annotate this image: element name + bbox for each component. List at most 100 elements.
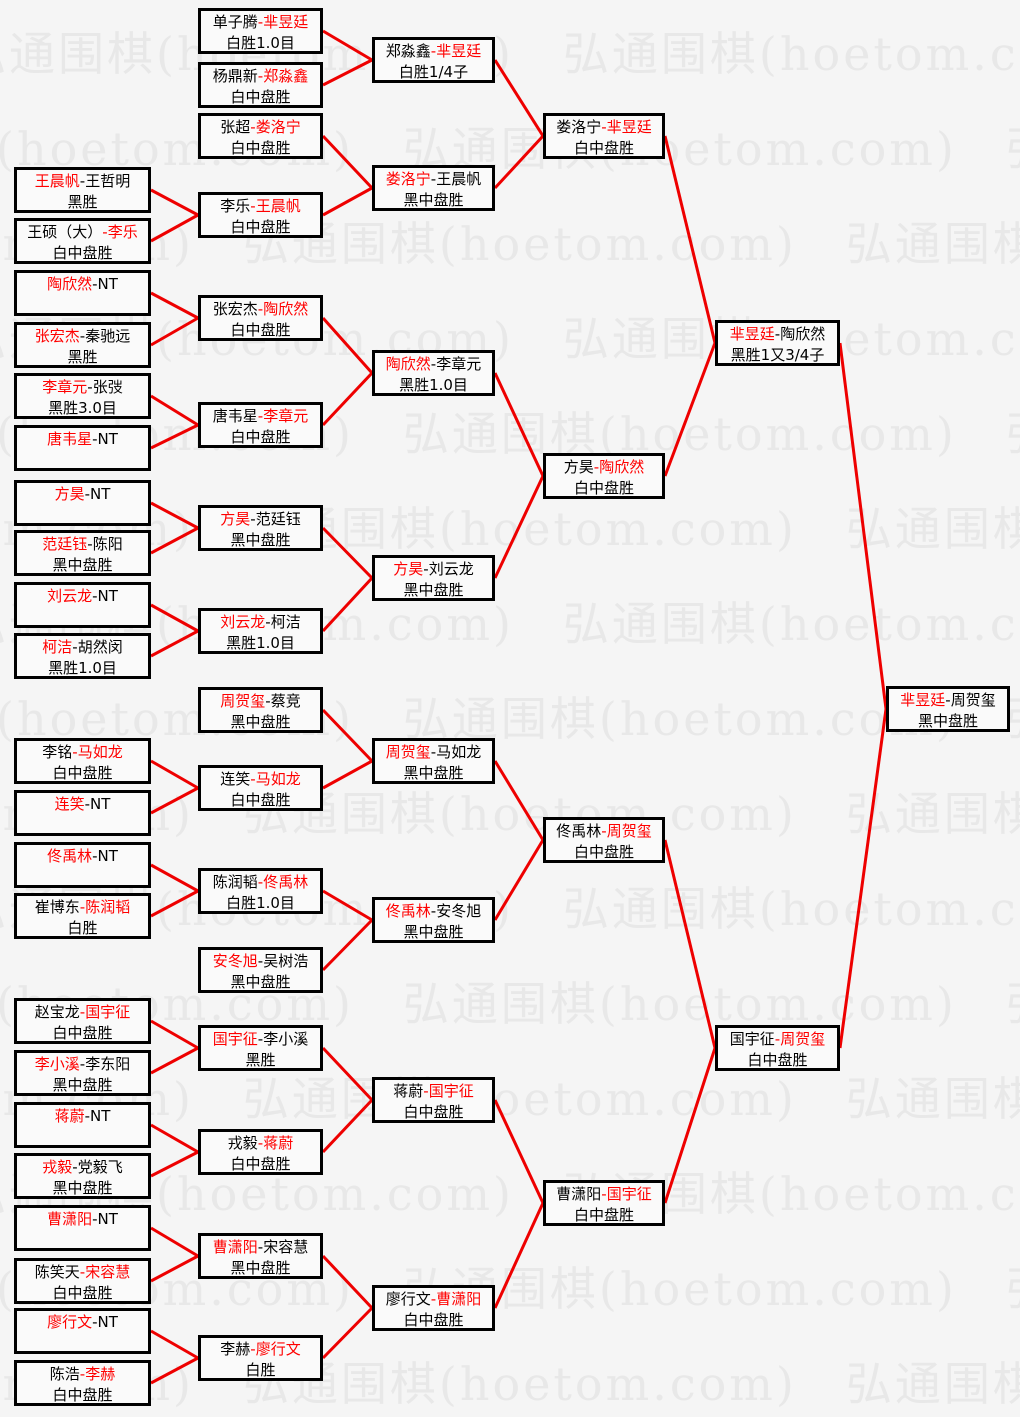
player2-name: 陶欣然 bbox=[780, 325, 826, 343]
connector-line bbox=[150, 1150, 199, 1178]
vs-dash: - bbox=[430, 170, 437, 188]
result-line: 黑胜 bbox=[67, 193, 98, 211]
result-line: 白中盘胜 bbox=[230, 218, 291, 236]
match-box-round1: 戎毅-党毅飞 黑中盘胜 bbox=[14, 1153, 151, 1199]
connector-line bbox=[493, 1202, 545, 1309]
connector-line bbox=[150, 188, 199, 217]
connector-line bbox=[150, 423, 199, 450]
match-box-round5: 芈昱廷-陶欣然 黑胜1又3/4子 bbox=[715, 320, 840, 366]
matchup-line: 唐韦星-NT bbox=[17, 429, 148, 450]
player2-name: NT bbox=[90, 485, 111, 503]
connector-line bbox=[493, 475, 545, 579]
result-line: 黑胜1.0目 bbox=[226, 634, 295, 652]
matchup-line: 周贺玺-蔡竞 bbox=[201, 691, 320, 712]
player2-name: NT bbox=[90, 1107, 111, 1125]
matchup-line: 王晨帆-王哲明 bbox=[17, 171, 148, 192]
vs-dash: - bbox=[265, 692, 271, 710]
player1-name: 陈润韬 bbox=[212, 873, 258, 891]
result-line: 白胜1.0目 bbox=[226, 894, 295, 912]
matchup-line: 娄洛宁-王晨帆 bbox=[375, 169, 492, 190]
player1-name: 柯洁 bbox=[42, 638, 73, 656]
match-box-round2: 唐韦星-李章元 白中盘胜 bbox=[198, 402, 323, 448]
connector-line bbox=[321, 317, 374, 374]
match-box-round1: 崔博东-陈润韬 白胜 bbox=[14, 893, 151, 939]
result-line: 黑中盘胜 bbox=[230, 973, 291, 991]
connector-line bbox=[150, 501, 199, 530]
player1-name: 佟禹林 bbox=[385, 902, 431, 920]
matchup-line: 李赫-廖行文 bbox=[201, 1339, 320, 1360]
watermark-text: 弘通围棋(hoetom.com) 弘通围棋(hoetom.com) 弘通围棋(h… bbox=[0, 597, 1020, 651]
player2-name: 蒋蔚 bbox=[263, 1134, 294, 1152]
vs-dash: - bbox=[102, 223, 108, 241]
player1-name: 陶欣然 bbox=[385, 355, 431, 373]
player2-name: 国宇征 bbox=[428, 1082, 474, 1100]
result-line: 黑中盘胜 bbox=[403, 581, 464, 599]
player1-name: 李乐 bbox=[220, 197, 251, 215]
result-line bbox=[17, 295, 148, 316]
player2-name: 宋容慧 bbox=[263, 1238, 309, 1256]
player2-name: NT bbox=[90, 795, 111, 813]
connector-line bbox=[150, 863, 199, 893]
vs-dash: - bbox=[92, 275, 98, 293]
player2-name: 吴树浩 bbox=[263, 952, 309, 970]
result-line bbox=[17, 815, 148, 836]
match-box-round1: 张宏杰-秦驰远 黑胜 bbox=[14, 322, 151, 368]
player2-name: 周贺玺 bbox=[950, 691, 996, 709]
result-line: 白中盘胜 bbox=[403, 1103, 464, 1121]
player2-name: 范廷钰 bbox=[255, 510, 301, 528]
connector-line bbox=[150, 786, 199, 815]
connector-line bbox=[493, 134, 545, 190]
result-line: 白中盘胜 bbox=[573, 479, 634, 497]
player1-name: 王硕（大） bbox=[27, 223, 103, 241]
player2-name: 周贺玺 bbox=[606, 822, 652, 840]
player2-name: NT bbox=[97, 1313, 118, 1331]
player2-name: 国宇征 bbox=[606, 1185, 652, 1203]
vs-dash: - bbox=[257, 1030, 264, 1048]
result-line: 黑中盘胜 bbox=[403, 764, 464, 782]
match-box-round4: 娄洛宁-芈昱廷 白中盘胜 bbox=[543, 113, 665, 159]
vs-dash: - bbox=[601, 1185, 607, 1203]
player1-name: 周贺玺 bbox=[385, 743, 431, 761]
matchup-line: 佟禹林-安冬旭 bbox=[375, 901, 492, 922]
player2-name: 张弢 bbox=[92, 378, 123, 396]
vs-dash: - bbox=[257, 300, 264, 318]
matchup-line: 单子腾-芈昱廷 bbox=[201, 12, 320, 33]
matchup-line: 佟禹林-周贺玺 bbox=[546, 821, 662, 842]
matchup-line: 柯洁-胡然闵 bbox=[17, 637, 148, 658]
matchup-line: 方昊-陶欣然 bbox=[546, 457, 662, 478]
player2-name: 安冬旭 bbox=[436, 902, 482, 920]
match-box-round2: 李赫-廖行文 白胜 bbox=[198, 1335, 323, 1381]
vs-dash: - bbox=[257, 13, 264, 31]
player1-name: 张宏杰 bbox=[34, 327, 80, 345]
matchup-line: 戎毅-蒋蔚 bbox=[201, 1133, 320, 1154]
vs-dash: - bbox=[84, 485, 91, 503]
connector-line bbox=[838, 708, 888, 1049]
connector-line bbox=[150, 1123, 199, 1154]
result-line: 白中盘胜 bbox=[403, 1311, 464, 1329]
player1-name: 曹潇阳 bbox=[47, 1210, 93, 1228]
player2-name: 芈昱廷 bbox=[263, 13, 309, 31]
matchup-line: 李章元-张弢 bbox=[17, 377, 148, 398]
connector-line bbox=[321, 1098, 374, 1154]
result-line: 黑中盘胜 bbox=[230, 531, 291, 549]
connector-line bbox=[150, 1046, 199, 1075]
match-box-round1: 李小溪-李东阳 黑中盘胜 bbox=[14, 1050, 151, 1096]
matchup-line: 张宏杰-秦驰远 bbox=[17, 326, 148, 347]
vs-dash: - bbox=[92, 587, 98, 605]
player1-name: 李章元 bbox=[42, 378, 88, 396]
connector-line bbox=[321, 708, 374, 763]
connector-line bbox=[150, 759, 199, 790]
vs-dash: - bbox=[774, 1030, 781, 1048]
match-box-round1: 范廷钰-陈阳 黑中盘胜 bbox=[14, 530, 151, 576]
player2-name: 宋容慧 bbox=[85, 1263, 131, 1281]
result-line: 白胜1/4子 bbox=[398, 63, 469, 81]
vs-dash: - bbox=[265, 613, 271, 631]
player2-name: 陶欣然 bbox=[599, 458, 645, 476]
vs-dash: - bbox=[250, 1340, 256, 1358]
player1-name: 佟禹林 bbox=[556, 822, 602, 840]
connector-line bbox=[322, 58, 373, 87]
vs-dash: - bbox=[72, 638, 78, 656]
match-box-round3: 蒋蔚-国宇征 白中盘胜 bbox=[372, 1077, 495, 1123]
player1-name: 唐韦星 bbox=[212, 407, 258, 425]
